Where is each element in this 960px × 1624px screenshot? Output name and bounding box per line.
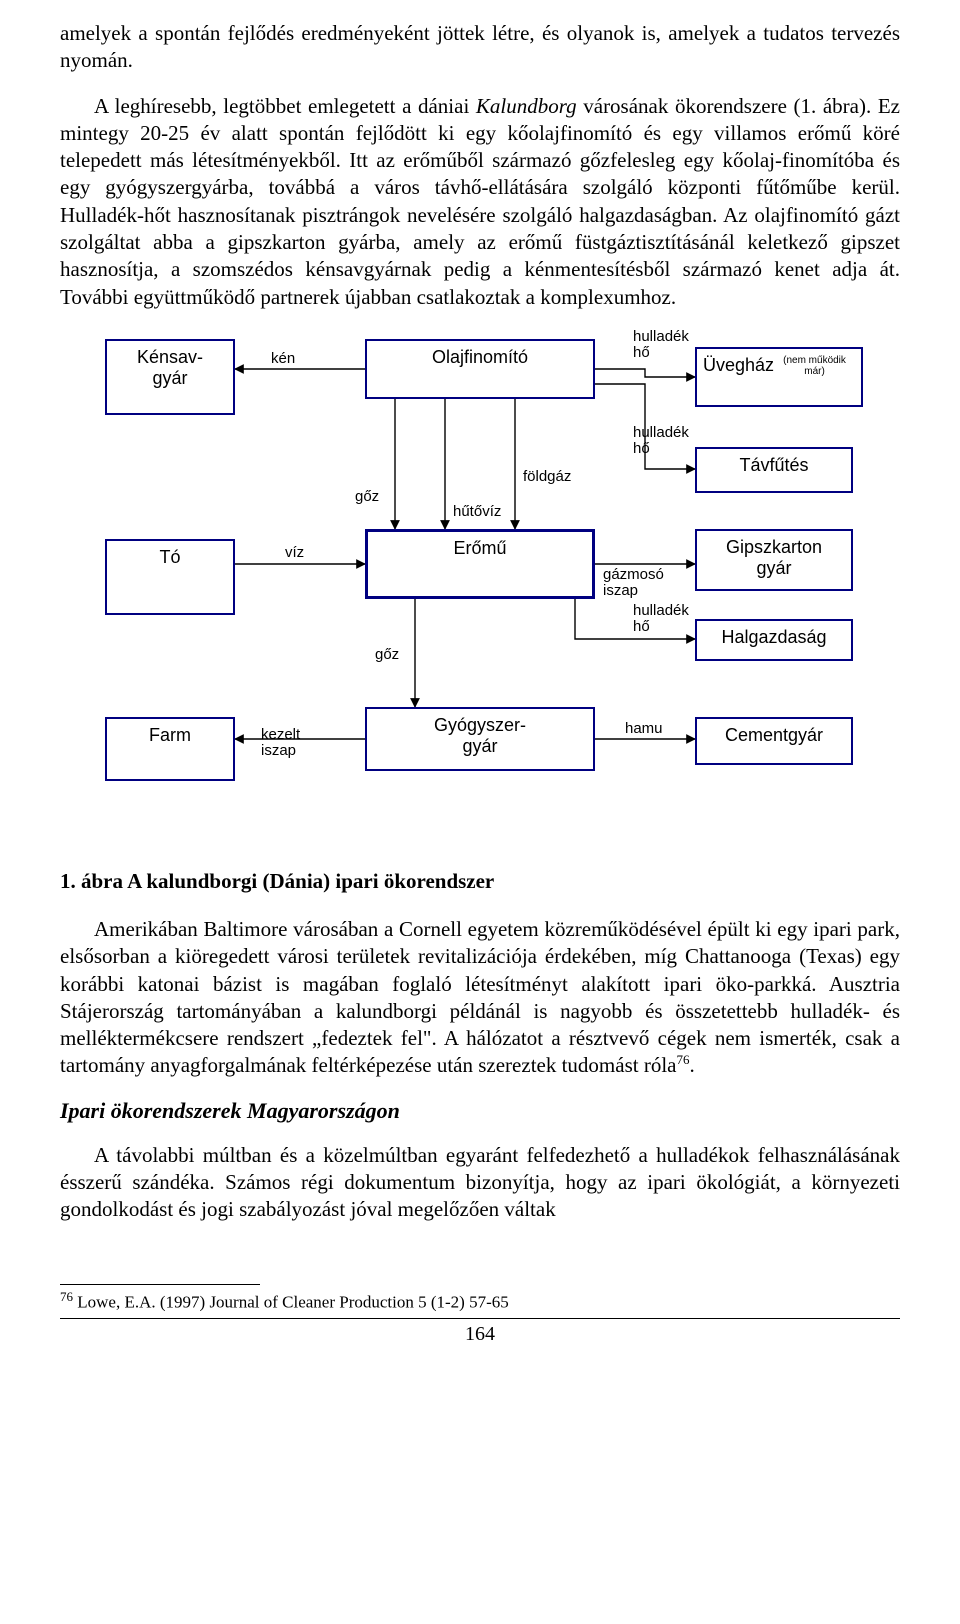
paragraph-1: amelyek a spontán fejlődés eredményeként… bbox=[60, 20, 900, 75]
footnote-76: 76 Lowe, E.A. (1997) Journal of Cleaner … bbox=[60, 1289, 900, 1313]
kalundborg-diagram: Kénsav-gyár Olajfinomító Üvegház(nem működ… bbox=[85, 329, 875, 829]
node-cement: Cementgyár bbox=[695, 717, 853, 765]
node-to: Tó bbox=[105, 539, 235, 615]
node-uveghaz: Üvegház(nem működik már) bbox=[695, 347, 863, 407]
edge-label-eromu-halg: hulladék hő bbox=[633, 603, 689, 635]
node-gipsz: Gipszkartongyár bbox=[695, 529, 853, 591]
node-tavfutes: Távfűtés bbox=[695, 447, 853, 493]
node-kensav: Kénsav-gyár bbox=[105, 339, 235, 415]
edge-label-to-eromu: víz bbox=[285, 545, 304, 561]
p2a: A leghíresebb, legtöbbet emlegetett a dá… bbox=[94, 94, 476, 118]
footnote-num: 76 bbox=[60, 1289, 73, 1304]
footnote-ref-76: 76 bbox=[677, 1052, 690, 1067]
edge-label-gyogy-farm: kezelt iszap bbox=[261, 727, 300, 759]
node-farm: Farm bbox=[105, 717, 235, 781]
p1-text: amelyek a spontán fejlődés eredményeként… bbox=[60, 21, 900, 72]
figure-caption: 1. ábra A kalundborgi (Dánia) ipari ökor… bbox=[60, 869, 900, 894]
p2-italic: Kalundborg bbox=[476, 94, 577, 118]
edge-label-gyogy-cement: hamu bbox=[625, 721, 663, 737]
p3-text: Amerikában Baltimore városában a Cornell… bbox=[60, 917, 900, 1077]
p4-text: A távolabbi múltban és a közelmúltban eg… bbox=[60, 1143, 900, 1222]
subheading: Ipari ökorendszerek Magyarországon bbox=[60, 1098, 900, 1124]
footnote-separator bbox=[60, 1284, 260, 1285]
footnote-text: Lowe, E.A. (1997) Journal of Cleaner Pro… bbox=[73, 1292, 509, 1311]
edge-label-eromu-gipsz: gázmosó iszap bbox=[603, 567, 664, 599]
edge-label-olaj-eromu-left: gőz bbox=[355, 489, 379, 505]
edge-label-olaj: kén bbox=[271, 351, 295, 367]
node-halg: Halgazdaság bbox=[695, 619, 853, 661]
edge-label-olaj-tavf: hulladék hő bbox=[633, 425, 689, 457]
edge-label-eromu-gyogy: gőz bbox=[375, 647, 399, 663]
paragraph-2: A leghíresebb, legtöbbet emlegetett a dá… bbox=[60, 93, 900, 311]
page-bottom-rule bbox=[60, 1318, 900, 1319]
p2b: városának ökorendszere (1. ábra). Ez min… bbox=[60, 94, 900, 309]
edge-label-olaj-eromu-right: földgáz bbox=[523, 469, 571, 485]
node-gyogy: Gyógyszer-gyár bbox=[365, 707, 595, 771]
node-olaj: Olajfinomító bbox=[365, 339, 595, 399]
p3-end: . bbox=[690, 1053, 695, 1077]
edge-label-olaj-uveg: hulladék hő bbox=[633, 329, 689, 361]
paragraph-3: Amerikában Baltimore városában a Cornell… bbox=[60, 916, 900, 1080]
page-number: 164 bbox=[60, 1323, 900, 1346]
node-eromu: Erőmű bbox=[365, 529, 595, 599]
paragraph-4: A távolabbi múltban és a közelmúltban eg… bbox=[60, 1142, 900, 1224]
edge-label-olaj-eromu-mid: hűtővíz bbox=[453, 504, 501, 520]
edge-olaj-uveg bbox=[595, 369, 695, 377]
